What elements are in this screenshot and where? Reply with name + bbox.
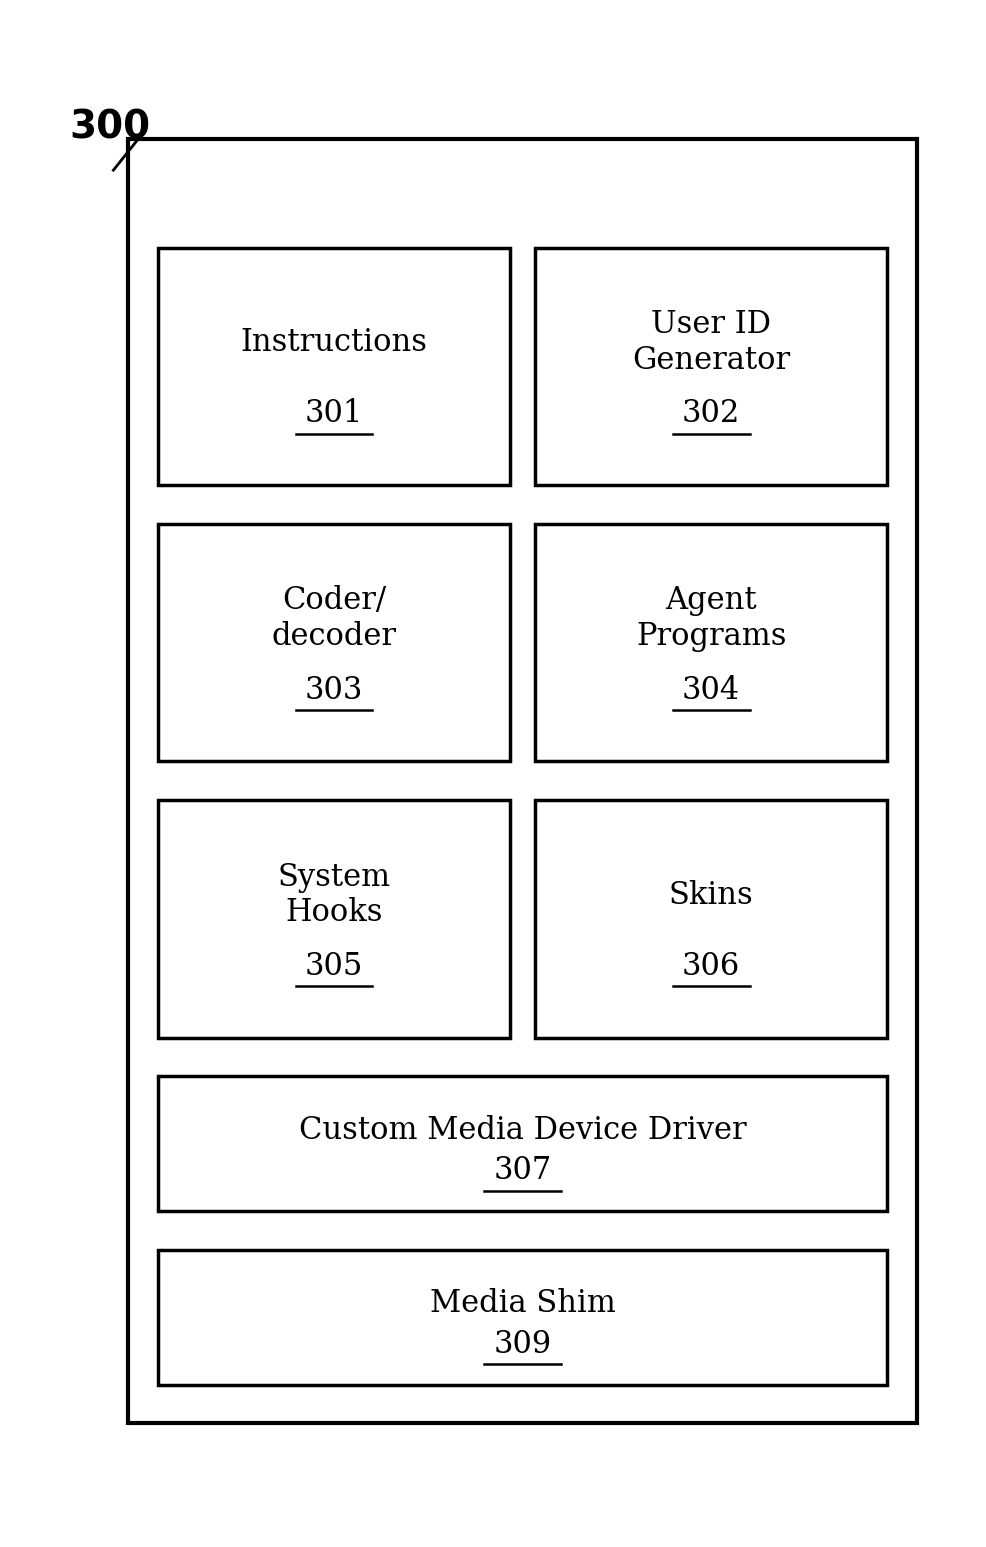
Text: Custom Media Device Driver: Custom Media Device Driver bbox=[299, 1115, 746, 1146]
Text: System
Hooks: System Hooks bbox=[277, 862, 390, 928]
Text: 302: 302 bbox=[682, 399, 740, 430]
Text: 306: 306 bbox=[682, 951, 740, 982]
Text: 303: 303 bbox=[305, 674, 363, 705]
FancyBboxPatch shape bbox=[158, 248, 511, 486]
Text: Agent
Programs: Agent Programs bbox=[636, 585, 787, 653]
FancyBboxPatch shape bbox=[158, 524, 511, 761]
Text: 309: 309 bbox=[494, 1329, 551, 1360]
Text: Media Shim: Media Shim bbox=[430, 1289, 615, 1320]
FancyBboxPatch shape bbox=[534, 524, 887, 761]
Text: Skins: Skins bbox=[669, 880, 753, 911]
Text: 305: 305 bbox=[305, 951, 363, 982]
Text: 301: 301 bbox=[305, 399, 363, 430]
Text: 307: 307 bbox=[493, 1156, 552, 1187]
Text: Coder/
decoder: Coder/ decoder bbox=[271, 585, 396, 653]
FancyBboxPatch shape bbox=[158, 1077, 887, 1211]
Text: 300: 300 bbox=[69, 108, 150, 147]
FancyBboxPatch shape bbox=[128, 139, 917, 1423]
Text: 304: 304 bbox=[682, 674, 740, 705]
Text: User ID
Generator: User ID Generator bbox=[632, 309, 790, 376]
Text: Instructions: Instructions bbox=[241, 326, 428, 357]
FancyBboxPatch shape bbox=[158, 1250, 887, 1385]
FancyBboxPatch shape bbox=[534, 248, 887, 486]
FancyBboxPatch shape bbox=[158, 800, 511, 1038]
FancyBboxPatch shape bbox=[534, 800, 887, 1038]
